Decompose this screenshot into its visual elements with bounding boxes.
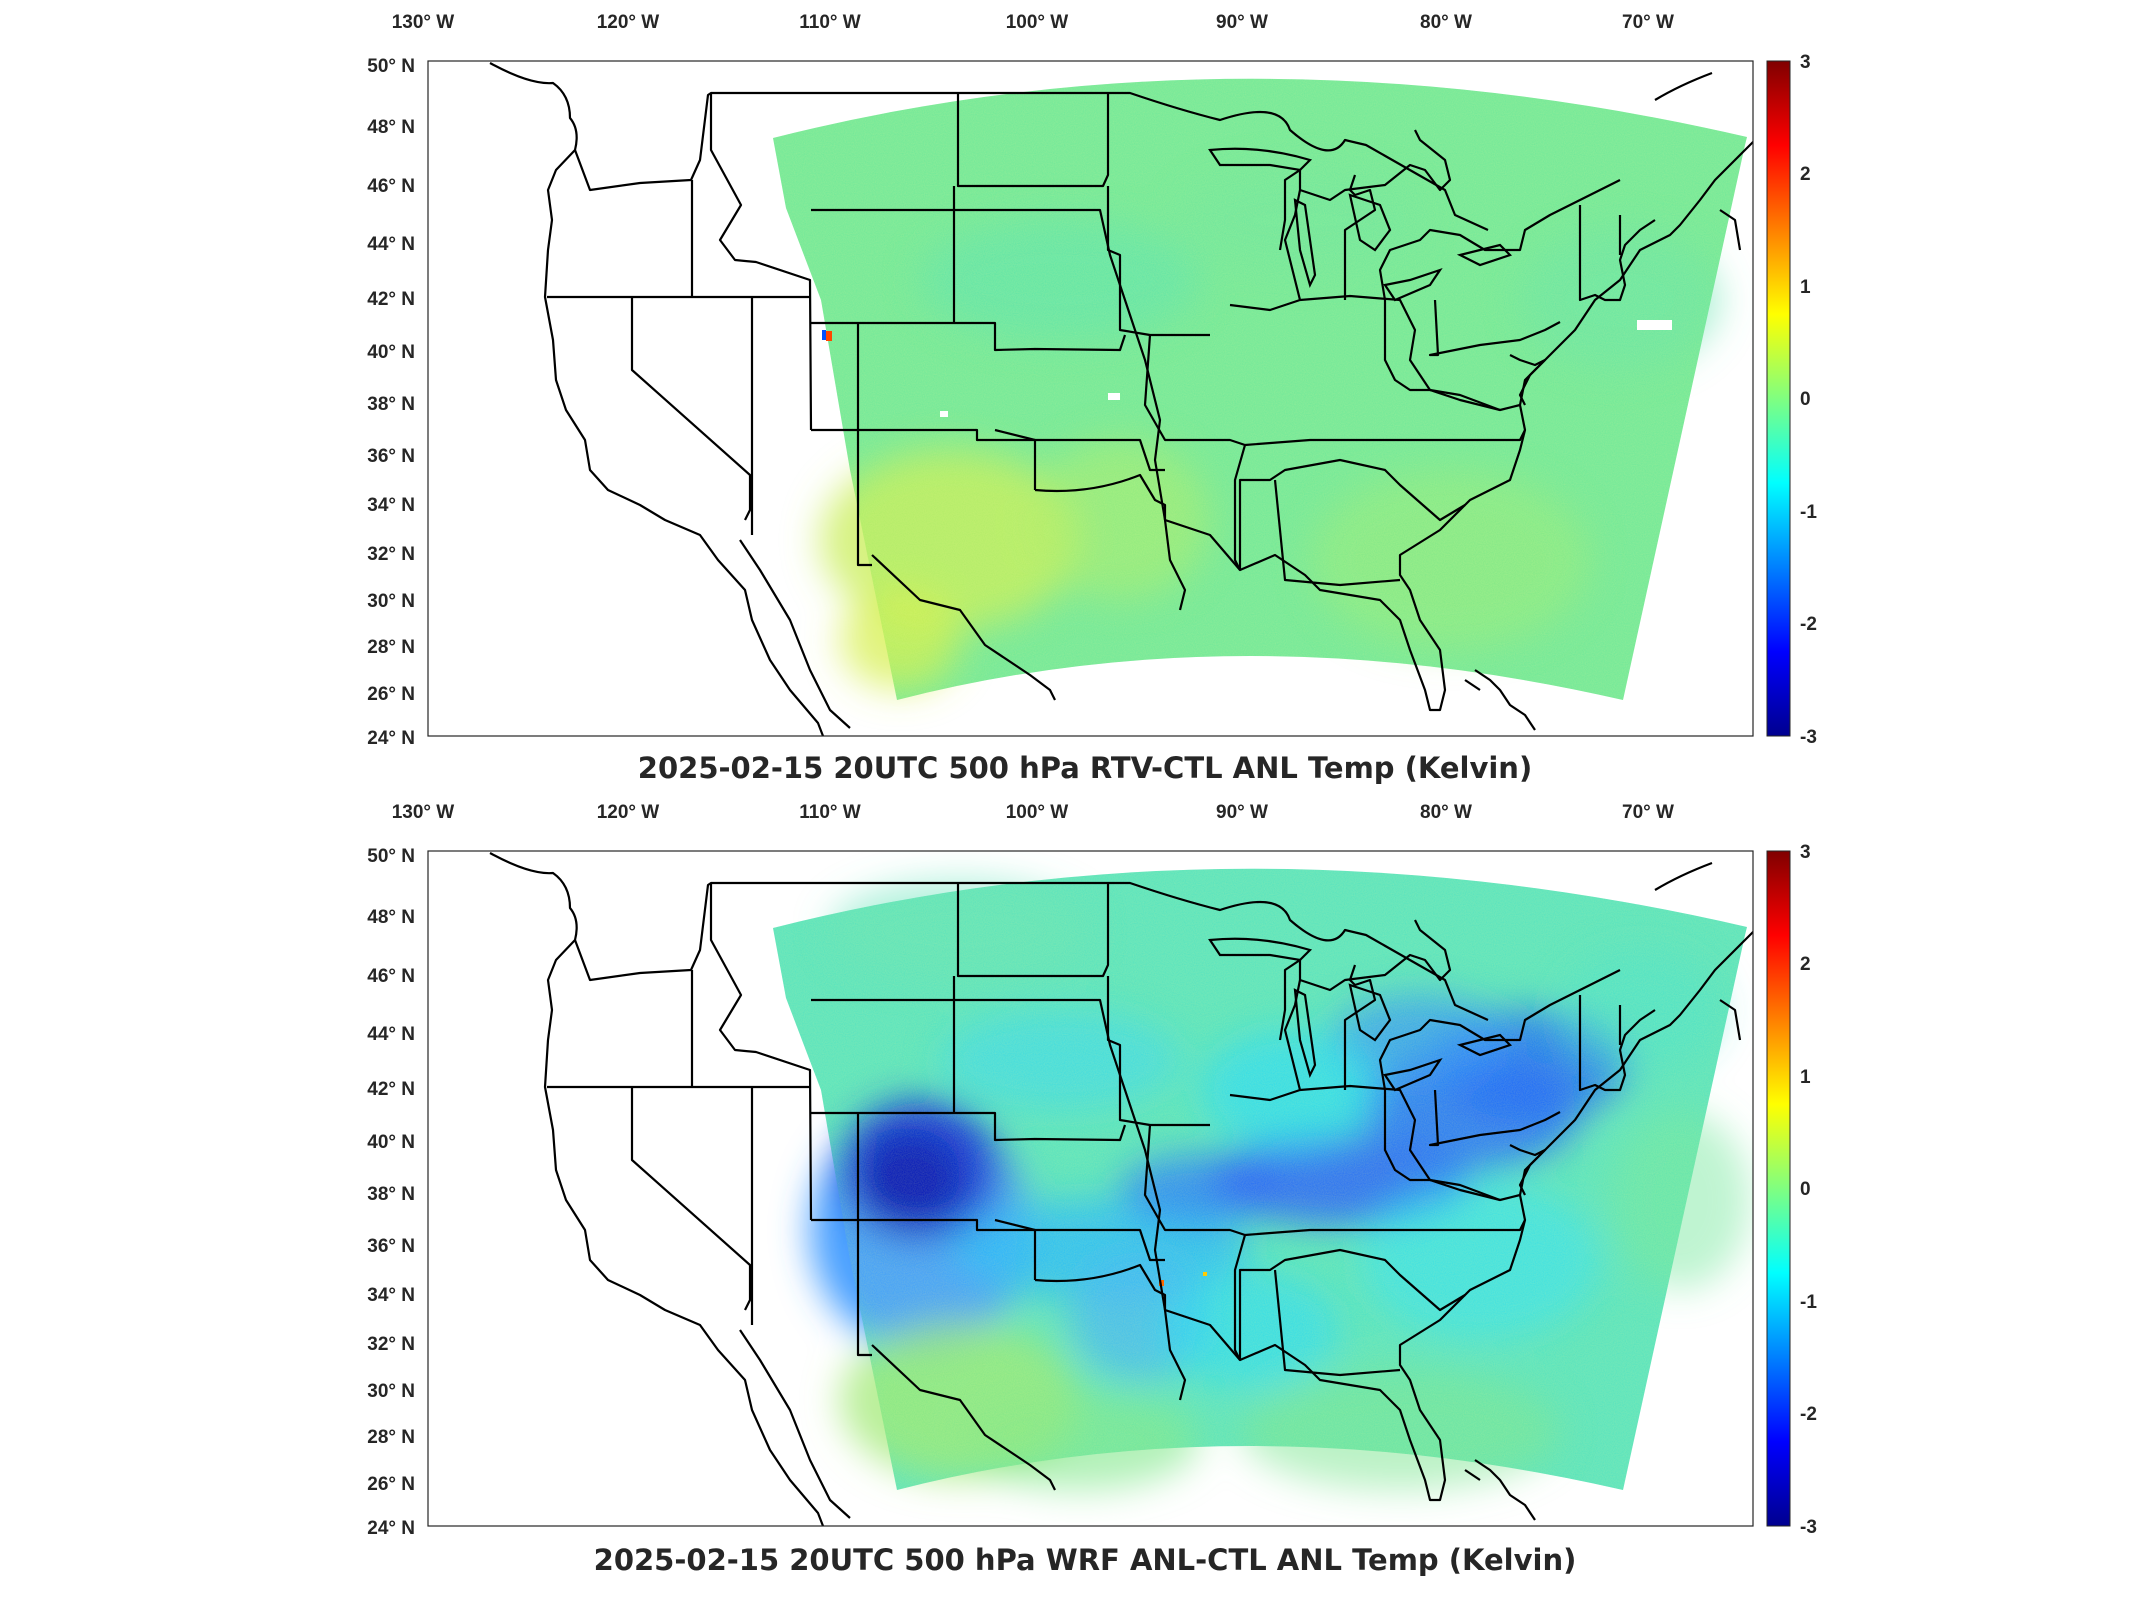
lat-tick: 46° N	[367, 176, 415, 197]
lat-tick: 24° N	[367, 728, 415, 749]
missing-data-patch	[940, 411, 948, 417]
lat-tick: 42° N	[367, 289, 415, 310]
lon-tick: 120° W	[597, 802, 660, 823]
lon-tick: 110° W	[799, 802, 861, 823]
colorbar-1: 3 2 1 0 -1 -2 -3	[1766, 52, 1817, 748]
colorbar-tick: 2	[1800, 164, 1811, 185]
lat-tick: 26° N	[367, 684, 415, 705]
colorbar-gradient	[1766, 850, 1791, 1527]
lat-tick: 50° N	[367, 846, 415, 867]
lat-tick: 42° N	[367, 1079, 415, 1100]
colorbar-tick: 0	[1800, 1179, 1811, 1200]
coastline-and-borders-2	[489, 852, 1753, 1526]
lat-tick: 40° N	[367, 1132, 415, 1153]
colorbar-tick: -2	[1800, 1404, 1817, 1425]
lon-tick: 90° W	[1216, 12, 1268, 33]
lat-tick: 46° N	[367, 966, 415, 987]
lon-tick: 90° W	[1216, 802, 1268, 823]
panel-1: 130° W 120° W 110° W 100° W 90° W 80° W …	[367, 12, 1817, 785]
colorbar-tick: 1	[1800, 1067, 1811, 1088]
colorbar-tick: 2	[1800, 954, 1811, 975]
lat-tick: 28° N	[367, 637, 415, 658]
colorbar-tick: -2	[1800, 614, 1817, 635]
coastline-and-borders-1	[489, 62, 1753, 736]
anomaly-spot	[826, 331, 832, 341]
colorbar-tick: 1	[1800, 277, 1811, 298]
lat-tick: 38° N	[367, 394, 415, 415]
lat-tick: 26° N	[367, 1474, 415, 1495]
lat-tick: 32° N	[367, 544, 415, 565]
lon-tick: 80° W	[1420, 802, 1472, 823]
colorbar-2: 3 2 1 0 -1 -2 -3	[1766, 842, 1817, 1538]
anomaly-field-2	[773, 868, 1750, 1490]
colorbar-tick: 3	[1800, 52, 1811, 73]
lat-axis-1: 50° N 48° N 46° N 44° N 42° N 40° N 38° …	[367, 56, 415, 749]
panel-title-1: 2025-02-15 20UTC 500 hPa RTV-CTL ANL Tem…	[638, 751, 1532, 785]
great-lakes-1	[1208, 147, 1513, 302]
panel-2: 130° W 120° W 110° W 100° W 90° W 80° W …	[367, 802, 1817, 1577]
colorbar-tick: -1	[1800, 1292, 1817, 1313]
anomaly-spot	[1203, 1272, 1207, 1276]
colorbar-tick: 0	[1800, 389, 1811, 410]
lat-tick: 36° N	[367, 1236, 415, 1257]
lat-axis-2: 50° N 48° N 46° N 44° N 42° N 40° N 38° …	[367, 846, 415, 1539]
lat-tick: 44° N	[367, 234, 415, 255]
lon-tick: 70° W	[1622, 802, 1674, 823]
colorbar-tick: -3	[1800, 727, 1817, 748]
colorbar-tick: -3	[1800, 1517, 1817, 1538]
lat-tick: 44° N	[367, 1024, 415, 1045]
lon-tick: 130° W	[392, 12, 455, 33]
missing-data-patch	[1108, 393, 1120, 400]
lat-tick: 48° N	[367, 117, 415, 138]
lon-tick: 120° W	[597, 12, 660, 33]
lat-tick: 50° N	[367, 56, 415, 77]
lat-tick: 48° N	[367, 907, 415, 928]
colorbar-tick: -1	[1800, 502, 1817, 523]
map-frame-1	[427, 60, 1754, 737]
colorbar-tick: 3	[1800, 842, 1811, 863]
lat-tick: 32° N	[367, 1334, 415, 1355]
map-frame-2	[427, 850, 1754, 1527]
lat-tick: 38° N	[367, 1184, 415, 1205]
lat-tick: 34° N	[367, 1285, 415, 1306]
anomaly-spot	[822, 330, 826, 340]
colorbar-gradient	[1766, 60, 1791, 737]
missing-data-patch	[1637, 320, 1672, 330]
lat-tick: 24° N	[367, 1518, 415, 1539]
great-lakes-2	[1208, 937, 1513, 1092]
lon-tick: 80° W	[1420, 12, 1472, 33]
lon-tick: 70° W	[1622, 12, 1674, 33]
panel-title-2: 2025-02-15 20UTC 500 hPa WRF ANL-CTL ANL…	[594, 1543, 1577, 1577]
lat-tick: 36° N	[367, 446, 415, 467]
anomaly-field-1	[773, 78, 1747, 700]
lat-tick: 40° N	[367, 342, 415, 363]
lat-tick: 30° N	[367, 1381, 415, 1402]
lon-axis-1: 130° W 120° W 110° W 100° W 90° W 80° W …	[392, 12, 1674, 33]
lon-tick: 110° W	[799, 12, 861, 33]
lon-tick: 100° W	[1006, 12, 1069, 33]
lat-tick: 30° N	[367, 591, 415, 612]
lon-tick: 130° W	[392, 802, 455, 823]
lon-tick: 100° W	[1006, 802, 1069, 823]
lat-tick: 28° N	[367, 1427, 415, 1448]
lat-tick: 34° N	[367, 495, 415, 516]
lon-axis-2: 130° W 120° W 110° W 100° W 90° W 80° W …	[392, 802, 1674, 823]
